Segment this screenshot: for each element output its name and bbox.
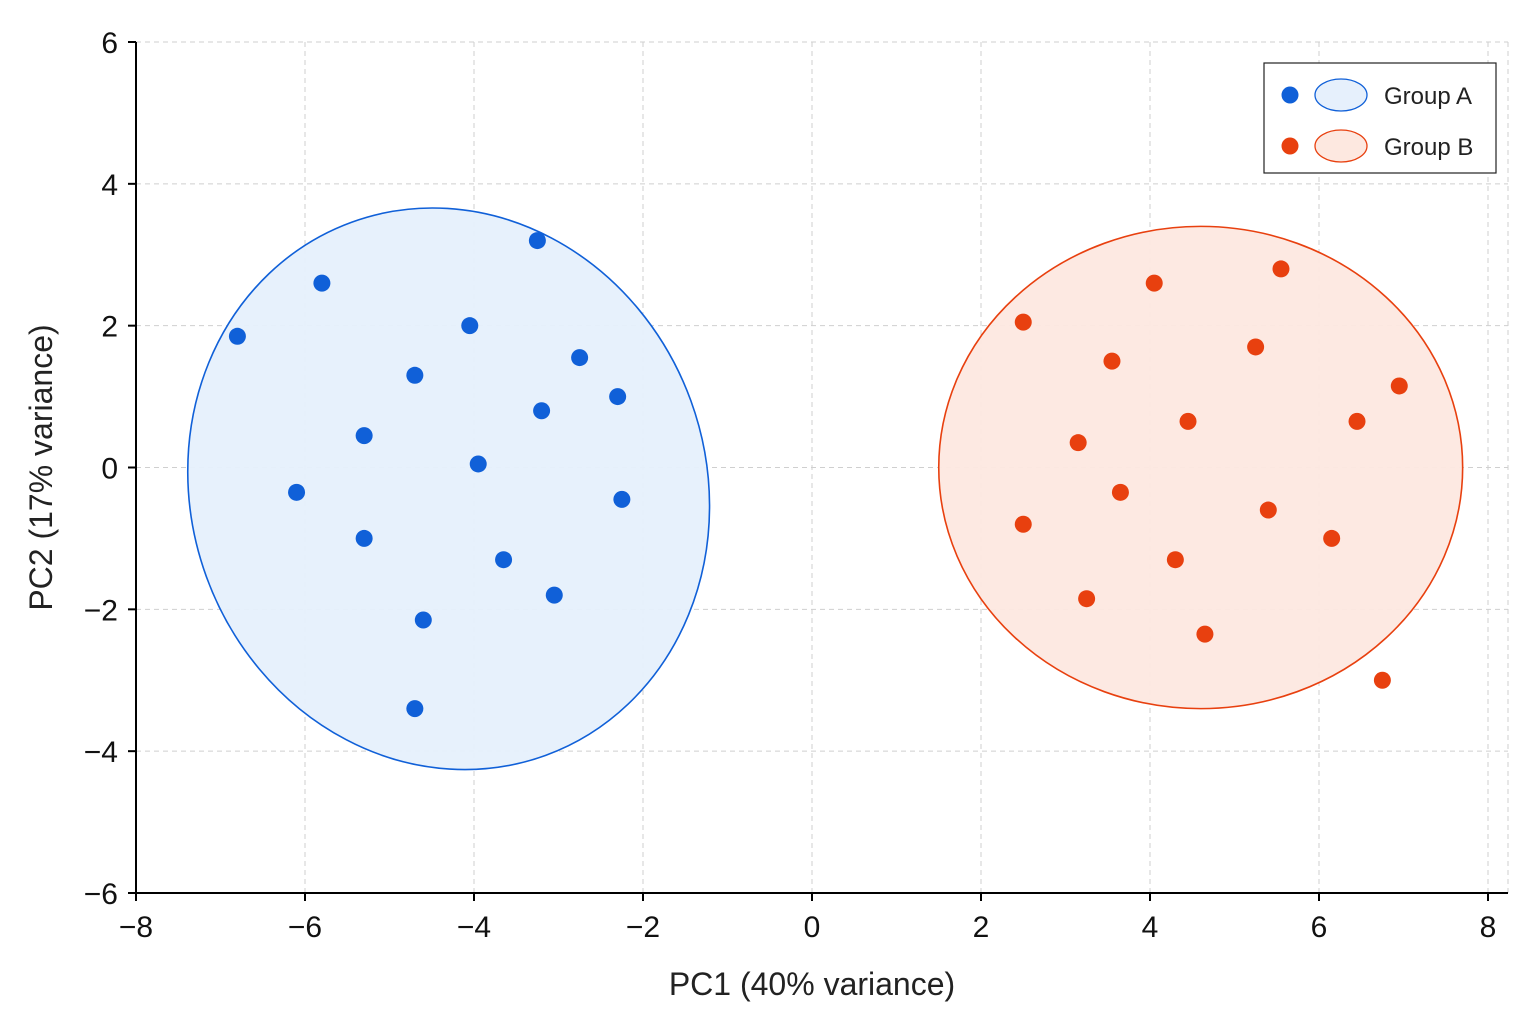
confidence-ellipses [186, 207, 1464, 771]
point-group-a [288, 483, 306, 501]
point-group-b [1373, 671, 1391, 689]
x-tick-label: −8 [119, 911, 153, 944]
point-group-b [1145, 274, 1163, 292]
legend-group-a-label: Group A [1384, 83, 1472, 110]
point-group-a [528, 232, 546, 250]
x-tick-label: 4 [1142, 911, 1159, 944]
x-axis-label: PC1 (40% variance) [669, 966, 955, 1002]
legend-group-a-ellipse-swatch [1314, 78, 1368, 112]
y-tick-label: −4 [84, 736, 118, 769]
legend-group-a-marker [1281, 86, 1299, 104]
x-tick-label: −4 [457, 911, 491, 944]
point-group-a [469, 455, 487, 473]
y-tick-label: 0 [101, 453, 118, 486]
point-group-a [609, 388, 627, 406]
point-group-a [613, 490, 631, 508]
point-group-b [1272, 260, 1290, 278]
point-group-b [1259, 501, 1277, 519]
y-tick-label: 6 [101, 27, 118, 60]
x-tick-label: −6 [288, 911, 322, 944]
legend: Group A Group B [1263, 62, 1497, 174]
point-group-b [1247, 338, 1265, 356]
y-tick-label: −2 [84, 594, 118, 627]
x-tick-label: 0 [804, 911, 821, 944]
legend-group-b-ellipse-swatch [1314, 129, 1368, 163]
ellipse-group-a [186, 207, 711, 771]
point-group-a [406, 700, 424, 718]
x-tick-label: 2 [973, 911, 990, 944]
y-tick-label: 2 [101, 311, 118, 344]
ellipse-group-b [937, 225, 1464, 710]
point-group-a [495, 551, 513, 569]
point-group-b [1179, 412, 1197, 430]
point-group-b [1069, 434, 1087, 452]
x-tick-label: 8 [1480, 911, 1497, 944]
point-group-a [355, 529, 373, 547]
point-group-b [1014, 515, 1032, 533]
x-tick-label: 6 [1311, 911, 1328, 944]
point-group-a [571, 349, 589, 367]
legend-box [1263, 62, 1497, 174]
x-tick-label: −2 [626, 911, 660, 944]
point-group-b [1111, 483, 1129, 501]
point-group-a [313, 274, 331, 292]
point-group-a [355, 427, 373, 445]
y-tick-label: 4 [101, 169, 118, 202]
legend-group-b-marker [1281, 137, 1299, 155]
point-group-a [228, 327, 246, 345]
point-group-b [1078, 590, 1096, 608]
point-group-b [1196, 625, 1214, 643]
point-group-b [1014, 313, 1032, 331]
point-group-a [461, 317, 479, 335]
legend-group-b-label: Group B [1384, 134, 1473, 161]
point-group-a [414, 611, 432, 629]
y-tick-label: −6 [84, 878, 118, 911]
point-group-b [1390, 377, 1408, 395]
point-group-b [1103, 352, 1121, 370]
point-group-a [545, 586, 563, 604]
data-points [228, 232, 1408, 718]
point-group-a [406, 366, 424, 384]
y-axis-label: PC2 (17% variance) [23, 324, 59, 610]
point-group-b [1166, 551, 1184, 569]
point-group-b [1323, 529, 1341, 547]
point-group-a [533, 402, 551, 420]
point-group-b [1348, 412, 1366, 430]
